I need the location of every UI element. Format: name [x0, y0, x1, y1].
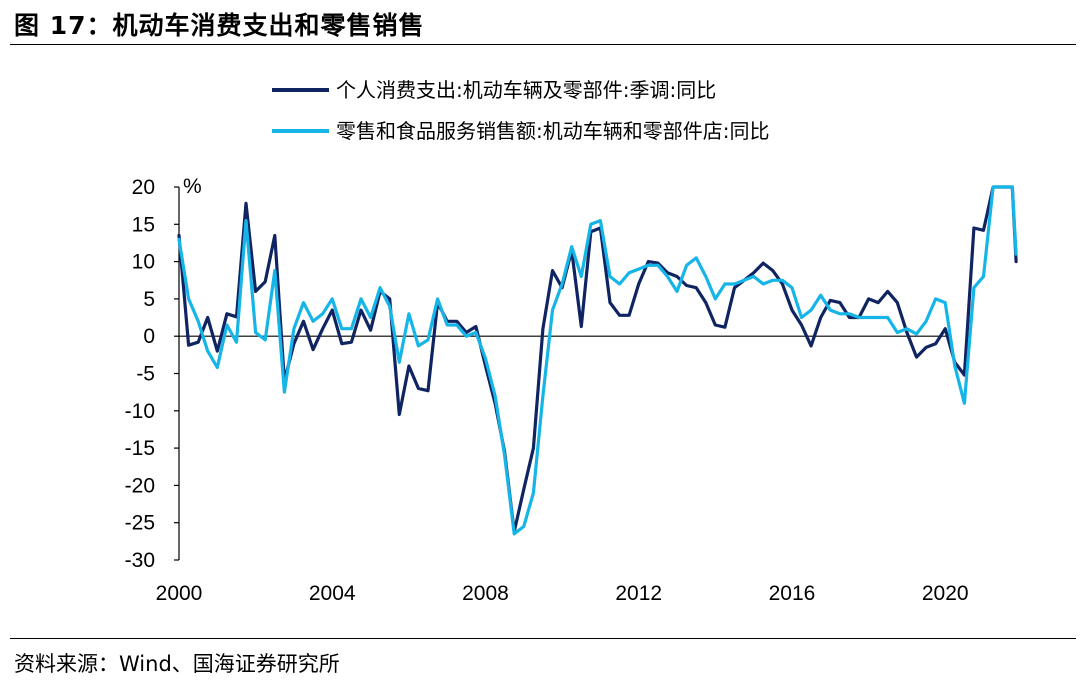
y-tick-label: -30 [125, 549, 155, 572]
x-tick-label: 2008 [462, 582, 509, 605]
x-tick-label: 2012 [615, 582, 662, 605]
line-chart: 个人消费支出:机动车辆及零部件:季调:同比零售和食品服务销售额:机动车辆和零部件… [125, 78, 1018, 605]
source-note: 资料来源：Wind、国海证券研究所 [14, 652, 340, 676]
y-unit-label: % [183, 175, 202, 198]
y-tick-label: -15 [125, 437, 155, 460]
legend-label-1: 个人消费支出:机动车辆及零部件:季调:同比 [336, 78, 716, 102]
y-tick-label: 15 [132, 213, 155, 236]
y-tick-label: 20 [132, 176, 155, 199]
y-tick-label: 5 [143, 288, 155, 311]
legend: 个人消费支出:机动车辆及零部件:季调:同比零售和食品服务销售额:机动车辆和零部件… [272, 78, 769, 143]
y-tick-label: 0 [143, 325, 155, 348]
x-tick-label: 2020 [922, 582, 969, 605]
x-tick-label: 2000 [156, 582, 203, 605]
y-tick-label: 10 [132, 251, 155, 274]
figure-title: 图 17：机动车消费支出和零售销售 [14, 11, 425, 40]
y-tick-label: -25 [125, 512, 155, 535]
y-tick-label: -20 [125, 474, 155, 497]
y-tick-label: -10 [125, 400, 155, 423]
y-axis: 20 15 10 5 0 -5 -10 -15 -20 -25 -30% [125, 175, 202, 572]
series-line-2 [177, 185, 1018, 536]
y-tick-label: -5 [136, 363, 155, 386]
x-axis: 2000 2004 2008 2012 2016 2020 [156, 335, 969, 605]
title-rule [10, 44, 1076, 45]
series-layer [177, 185, 1018, 536]
x-tick-label: 2016 [769, 582, 816, 605]
series-line-1 [177, 185, 1018, 534]
x-tick-label: 2004 [309, 582, 356, 605]
legend-label-2: 零售和食品服务销售额:机动车辆和零部件店:同比 [336, 119, 769, 143]
source-rule [10, 638, 1076, 639]
